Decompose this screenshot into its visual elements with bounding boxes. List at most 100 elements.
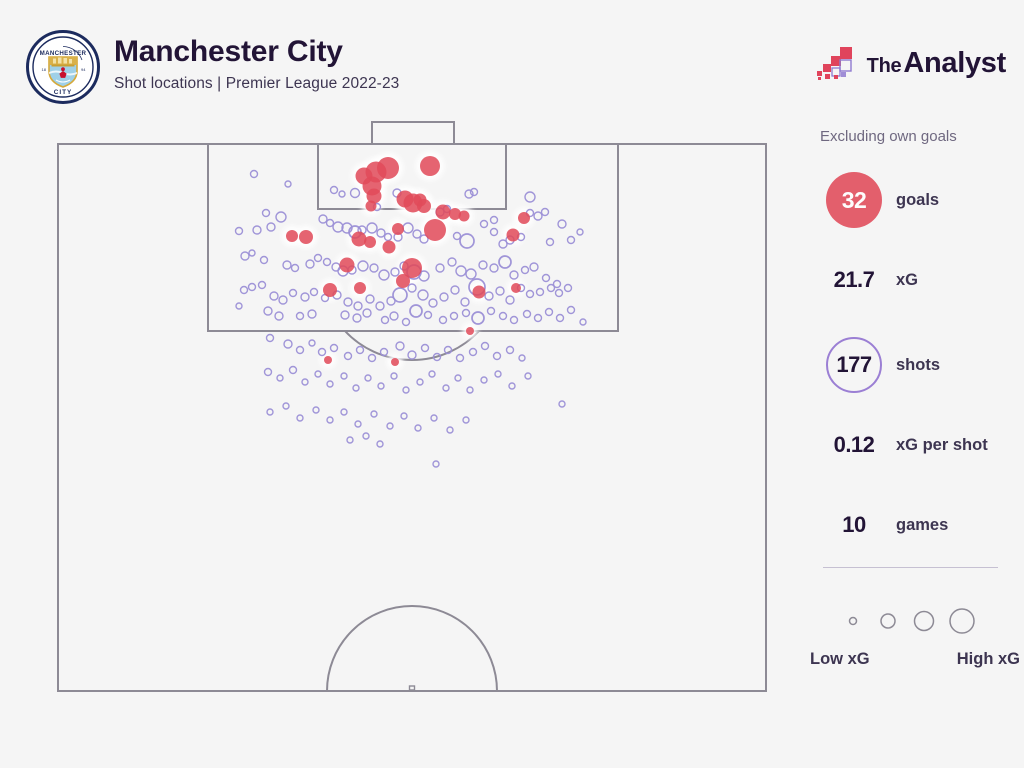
- shot-marker: [362, 432, 370, 440]
- goal-marker: [466, 327, 474, 335]
- goal-marker: [299, 230, 313, 244]
- shot-marker: [418, 270, 430, 282]
- svg-text:MANCHESTER: MANCHESTER: [40, 50, 87, 57]
- shot-marker: [524, 372, 532, 380]
- header: MANCHESTER CITY 18 94 Manchester City Sh…: [0, 0, 1024, 112]
- shot-marker: [312, 406, 320, 414]
- shot-marker: [423, 310, 433, 320]
- shot-marker: [468, 347, 478, 357]
- shot-marker: [249, 169, 259, 179]
- shot-marker: [407, 283, 417, 293]
- shot-marker: [357, 260, 369, 272]
- shot-marker: [290, 263, 300, 273]
- xg-size-legend: [820, 599, 1005, 643]
- shot-marker: [579, 318, 587, 326]
- legend-high-label: High xG: [956, 650, 1020, 668]
- shot-marker: [541, 273, 551, 283]
- analyst-brand-logo: TheAnalyst: [813, 42, 1006, 84]
- shot-marker: [378, 269, 390, 281]
- shot-marker: [278, 295, 288, 305]
- shot-marker: [370, 410, 378, 418]
- shot-marker: [240, 251, 250, 261]
- goals-bubble: 32: [826, 172, 882, 228]
- goal-marker: [506, 228, 520, 242]
- shot-marker: [301, 378, 309, 386]
- shot-marker: [449, 311, 459, 321]
- shot-marker: [428, 370, 436, 378]
- shot-marker: [545, 237, 555, 247]
- legend-low-label: Low xG: [810, 650, 870, 668]
- shot-marker: [455, 265, 467, 277]
- goal-marker: [458, 210, 470, 222]
- shot-marker: [248, 249, 256, 257]
- shot-marker: [435, 263, 445, 273]
- shot-marker: [349, 187, 361, 199]
- shot-marker: [446, 426, 454, 434]
- shot-marker: [460, 297, 470, 307]
- shot-marker: [352, 313, 362, 323]
- shot-marker: [455, 353, 465, 363]
- page-title: Manchester City: [114, 35, 343, 68]
- shot-marker: [266, 222, 276, 232]
- shot-marker: [325, 218, 335, 228]
- goal-marker: [377, 157, 399, 179]
- shot-marker: [505, 345, 515, 355]
- shot-marker: [308, 339, 316, 347]
- shot-marker: [318, 214, 328, 224]
- goal-marker: [435, 204, 451, 220]
- shot-marker: [329, 343, 339, 353]
- shot-marker: [489, 227, 499, 237]
- shot-marker: [452, 231, 462, 241]
- shot-marker: [461, 308, 471, 318]
- shot-marker: [465, 268, 477, 280]
- shot-marker: [309, 287, 319, 297]
- shot-marker: [462, 416, 470, 424]
- shot-marker: [494, 370, 502, 378]
- shot-marker: [484, 291, 494, 301]
- shot-marker: [305, 259, 315, 269]
- panel-divider: [823, 567, 998, 568]
- goals-label: goals: [896, 190, 940, 209]
- shot-marker: [442, 384, 450, 392]
- shot-marker: [343, 351, 353, 361]
- shot-marker: [505, 295, 515, 305]
- shot-marker: [544, 307, 554, 317]
- shot-marker: [332, 221, 344, 233]
- shot-marker: [364, 374, 372, 382]
- legend-size-marker: [913, 610, 935, 632]
- shot-marker: [329, 185, 339, 195]
- shot-marker: [313, 253, 323, 263]
- stat-games: 10 games: [826, 512, 948, 538]
- shot-marker: [557, 219, 567, 229]
- shot-marker: [432, 460, 440, 468]
- non-scoring-shot-markers: [234, 169, 587, 468]
- legend-labels: Low xG High xG: [810, 650, 1020, 669]
- goal-marker: [286, 230, 298, 242]
- shot-marker: [366, 222, 378, 234]
- shot-marker: [489, 263, 499, 273]
- shot-marker: [380, 315, 390, 325]
- shot-marker: [322, 257, 332, 267]
- shot-marker: [498, 239, 508, 249]
- shot-marker: [480, 376, 488, 384]
- shot-marker: [450, 285, 460, 295]
- shot-marker: [326, 380, 334, 388]
- shot-marker: [495, 286, 505, 296]
- shot-marker: [259, 255, 269, 265]
- shot-marker: [295, 345, 305, 355]
- goal-marker: [364, 236, 376, 248]
- shot-marker: [518, 354, 526, 362]
- brand-word-analyst: Analyst: [903, 46, 1006, 79]
- shot-marker: [379, 347, 389, 357]
- shot-marker: [555, 313, 565, 323]
- shot-marker: [520, 265, 530, 275]
- shot-marker: [300, 292, 310, 302]
- shot-marker: [367, 353, 377, 363]
- shot-marker: [533, 313, 543, 323]
- shot-marker: [439, 292, 449, 302]
- shot-marker: [552, 279, 562, 289]
- shot-marker: [443, 345, 453, 355]
- shot-marker: [566, 235, 576, 245]
- shot-marker: [402, 386, 410, 394]
